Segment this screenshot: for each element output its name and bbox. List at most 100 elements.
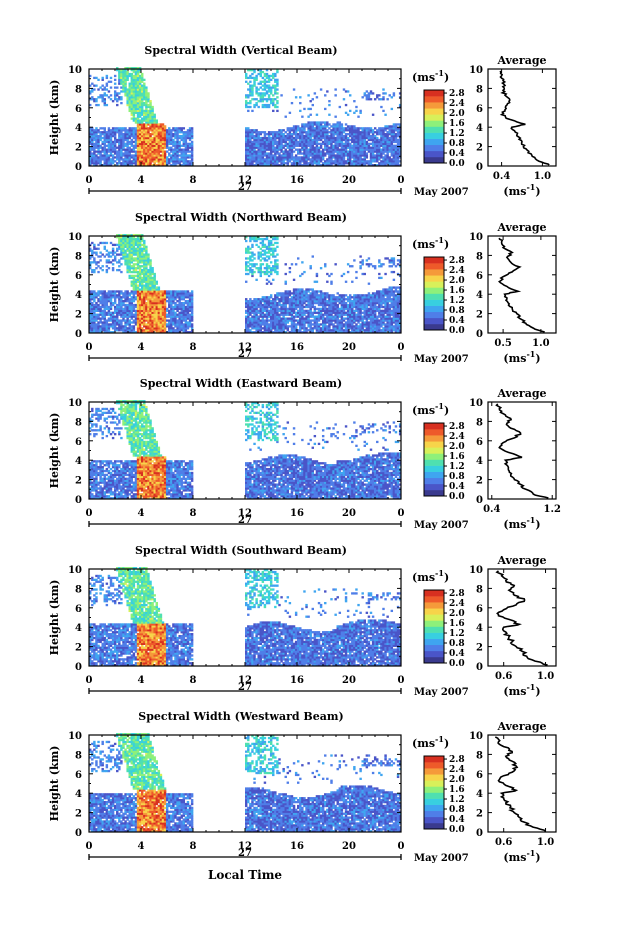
heatmap-cell [249,101,252,105]
heatmap-cell [95,156,98,159]
heatmap-cell [371,113,375,116]
heatmap-cell [349,109,352,113]
heatmap-cell [151,129,154,132]
heatmap-cell [334,156,337,159]
heatmap-cell [267,134,271,138]
heatmap-cell [143,164,146,167]
heatmap-cell [111,160,115,163]
heatmap-cell [124,290,127,293]
heatmap-cell [186,154,190,157]
heatmap-cell [305,152,308,155]
heatmap-cell [89,140,92,144]
heatmap-cell [297,164,300,167]
heatmap-cell [116,86,119,89]
heatmap-cell [141,74,144,78]
heatmap-cell [124,74,127,78]
heatmap-cell [132,127,136,130]
average-frame [487,68,557,167]
heatmap-cell [330,133,333,136]
heatmap-cell [128,101,131,105]
heatmap-cell [321,156,325,159]
heatmap-cell [93,160,96,163]
heatmap-cell [101,146,104,149]
heatmap-cell [128,72,131,76]
heatmap-cell [315,160,319,163]
heatmap-cell [155,138,158,142]
heatmap-cell [95,247,98,250]
heatmap-cell [257,92,260,95]
heatmap-cell [89,134,92,138]
heatmap-cell [122,127,125,130]
heatmap-cell [147,154,150,157]
heatmap-cell [319,129,323,132]
heatmap-cell [376,129,379,132]
heatmap-cell [365,152,369,155]
heatmap-cell [284,115,287,118]
heatmap-cell [176,144,179,147]
heatmap-cell [297,158,300,161]
heatmap-cell [120,142,123,146]
heatmap-cell [330,144,333,147]
heatmap-cell [369,146,373,149]
heatmap-cell [134,144,138,147]
heatmap-cell [346,113,350,116]
heatmap-cell [95,251,98,254]
heatmap-cell [386,125,389,128]
heatmap-cell [151,121,154,124]
heatmap-cell [109,150,113,153]
heatmap-cell [251,268,254,272]
heatmap-cell [122,160,125,163]
heatmap-cell [307,131,310,134]
heatmap-cell [265,296,269,299]
heatmap-cell [141,105,144,109]
heatmap-cell [128,129,131,132]
heatmap-cell [103,127,106,130]
heatmap-cell [136,140,140,144]
heatmap-cell [149,117,152,120]
heatmap-cell [274,156,277,159]
heatmap-cell [97,96,100,99]
heatmap-cell [113,150,117,153]
heatmap-cell [253,257,256,260]
heatmap-cell [303,160,306,163]
heatmap-cell [130,131,134,134]
heatmap-cell [251,109,254,113]
heatmap-cell [136,84,140,87]
colorbar-tick-label: 0.4 [449,149,465,159]
heatmap-cell [134,150,138,153]
heatmap-cell [103,142,106,146]
heatmap-cell [170,158,173,161]
heatmap-cell [103,103,106,107]
heatmap-cell [245,94,248,97]
heatmap-cell [274,98,277,101]
heatmap-cell [143,129,146,132]
heatmap-cell [132,158,136,161]
heatmap-cell [134,117,138,120]
heatmap-cell [97,138,100,142]
heatmap-cell [315,96,319,99]
heatmap-cell [261,105,265,109]
heatmap-cell [269,133,273,136]
heatmap-cell [145,152,148,155]
heatmap-cell [128,98,131,101]
heatmap-cell [93,150,96,153]
heatmap-cell [99,241,102,245]
heatmap-cell [186,300,190,303]
heatmap-cell [149,148,152,151]
heatmap-cell [284,148,287,151]
heatmap-cell [134,309,138,313]
heatmap-cell [176,150,179,153]
heatmap-cell [332,160,335,163]
heatmap-cell [153,138,156,142]
average-y-tick-label: 8 [476,84,483,95]
heatmap-cell [313,134,317,138]
heatmap-cell [313,133,317,136]
heatmap-cell [265,90,269,93]
heatmap-cell [259,247,262,250]
heatmap-cell [319,158,323,161]
heatmap-cell [161,140,165,144]
heatmap-cell [284,150,287,153]
heatmap-cell [136,107,140,111]
heatmap-cell [309,133,312,136]
heatmap-cell [259,133,262,136]
